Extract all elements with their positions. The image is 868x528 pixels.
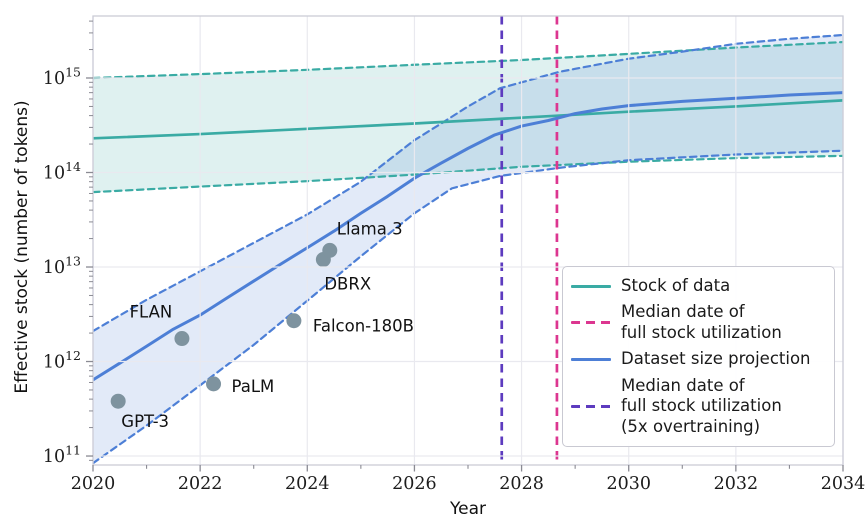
series-line-dashed bbox=[93, 154, 843, 194]
legend-label: Median date of full stock utilization (5… bbox=[621, 375, 782, 436]
point-label: DBRX bbox=[324, 275, 371, 294]
confidence-band-blue bbox=[93, 35, 843, 464]
point-label: GPT-3 bbox=[121, 412, 169, 431]
legend-label: Dataset size projection bbox=[621, 349, 811, 369]
legend-swatch-teal-solid-line bbox=[571, 284, 611, 288]
y-axis-label: Effective stock (number of tokens) bbox=[12, 100, 32, 393]
legend-swatch-purple-dashed-line bbox=[571, 404, 611, 408]
x-tick-label: 2032 bbox=[714, 474, 759, 494]
data-point bbox=[286, 313, 302, 329]
series-line-dashed bbox=[93, 33, 843, 333]
x-tick-label: 2030 bbox=[606, 474, 651, 494]
data-point bbox=[322, 242, 338, 258]
x-tick-label: 2026 bbox=[392, 474, 437, 494]
x-tick-label: 2034 bbox=[821, 474, 866, 494]
y-tick-label: 1011 bbox=[43, 443, 81, 468]
data-point bbox=[174, 331, 190, 347]
legend: Stock of data Median date of full stock … bbox=[562, 266, 835, 448]
legend-row-median-full-stock: Median date of full stock utilization bbox=[571, 302, 824, 343]
legend-swatch-pink-dashed-line bbox=[571, 321, 611, 325]
data-point bbox=[110, 393, 126, 409]
data-point bbox=[206, 376, 222, 392]
series-line-solid bbox=[93, 99, 843, 140]
legend-row-median-full-stock-overtraining: Median date of full stock utilization (5… bbox=[571, 376, 824, 437]
x-tick-label: 2020 bbox=[71, 474, 116, 494]
y-tick-label: 1014 bbox=[43, 159, 81, 184]
point-label: FLAN bbox=[130, 303, 173, 322]
x-tick-label: 2028 bbox=[499, 474, 544, 494]
legend-row-dataset-size-projection: Dataset size projection bbox=[571, 349, 824, 369]
point-label: PaLM bbox=[232, 377, 275, 396]
y-tick-label: 1013 bbox=[43, 254, 81, 279]
legend-swatch-blue-solid-line bbox=[571, 358, 611, 362]
legend-label: Median date of full stock utilization bbox=[621, 302, 782, 342]
x-tick-label: 2022 bbox=[178, 474, 223, 494]
point-label: Llama 3 bbox=[337, 219, 403, 238]
legend-row-stock-of-data: Stock of data bbox=[571, 276, 824, 296]
x-tick-label: 2024 bbox=[285, 474, 330, 494]
y-tick-label: 1012 bbox=[43, 348, 81, 373]
y-tick-label: 1015 bbox=[43, 64, 81, 89]
series-line-dashed bbox=[93, 40, 843, 80]
legend-label: Stock of data bbox=[621, 276, 731, 295]
axes-ticks: 2020 2022 2024 2026 2028 2030 2032 2034 1011 1012… bbox=[43, 20, 866, 494]
x-axis-label: Year bbox=[449, 499, 486, 519]
confidence-band-teal bbox=[93, 42, 843, 193]
point-label: Falcon-180B bbox=[313, 317, 414, 336]
